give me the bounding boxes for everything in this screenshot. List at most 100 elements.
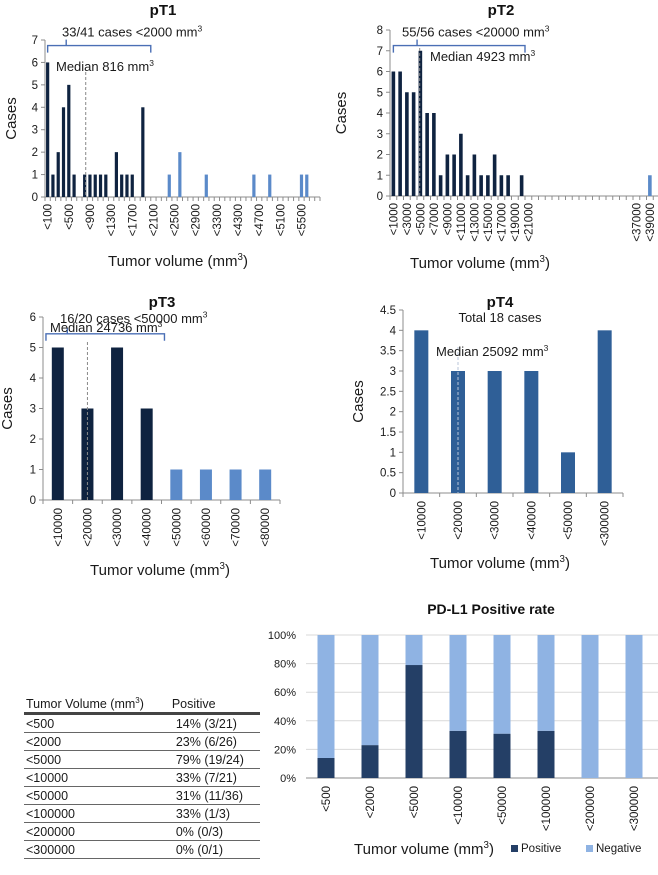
y-tick-label: 20% (274, 744, 296, 756)
table-row: <2000 23% (6/26) (24, 732, 260, 752)
cell-tumor-volume: <200000 (24, 822, 168, 842)
pt3-histogram: pT3 0 1 2 3 4 5 6 Cases <10000 <20000 <30000 <40000 <… (0, 294, 281, 579)
y-tick-label: 1.5 (380, 427, 396, 439)
bar-dark (398, 71, 402, 196)
bar-dark (61, 107, 66, 197)
y-tick-label: 3.5 (380, 346, 396, 358)
y-tick-label: 4 (377, 108, 384, 120)
x-axis-title: Tumor volume (mm3) (410, 254, 550, 272)
cell-tumor-volume: <10000 (24, 768, 168, 788)
bar-dark (83, 174, 87, 197)
bar-negative (581, 635, 599, 778)
bar (229, 469, 242, 500)
x-tick-label: <2500 (170, 204, 182, 236)
chart-title: PD-L1 Positive rate (427, 601, 555, 617)
bar-positive (361, 745, 379, 778)
y-tick-label: 0 (390, 488, 396, 500)
x-tick-label: <15000 (483, 203, 495, 242)
x-tick-label: <4300 (233, 204, 245, 236)
cell-tumor-volume: <500 (24, 713, 168, 734)
chart-title: pT4 (487, 294, 514, 311)
x-tick-label: <1000 (388, 203, 400, 235)
bar-light (167, 174, 171, 197)
bar-dark (141, 107, 145, 197)
bar-dark (486, 175, 490, 196)
bar-dark (67, 84, 71, 197)
legend-label-positive: Positive (521, 843, 561, 855)
table-row: <300000 0% (0/1) (24, 840, 260, 860)
x-tick-label: <7000 (429, 203, 441, 235)
x-tick-label: <3300 (212, 204, 224, 236)
bar (199, 469, 212, 500)
pt4-histogram: pT4 0 0.5 1 1.5 2 2.5 3 3.5 4 4.5 Cases <10000 <20000… (350, 294, 624, 572)
y-tick-label: 1 (390, 447, 396, 459)
y-tick-label: 6 (377, 67, 383, 79)
pdl1-table: Tumor Volume (mm3) Positive <500 14% (3/2… (24, 695, 260, 860)
y-tick-label: 7 (377, 46, 383, 58)
y-tick-label: 1 (32, 170, 38, 182)
x-tick-label: <9000 (442, 203, 454, 235)
bar-negative (537, 635, 555, 731)
y-tick-label: 40% (274, 716, 296, 728)
bar-dark (98, 174, 103, 197)
x-tick-label: <200000 (585, 786, 597, 831)
y-tick-label: 4 (390, 325, 397, 337)
cell-positive: 0% (0/3) (167, 822, 260, 842)
bar (111, 347, 124, 500)
bar-dark (465, 175, 470, 196)
cell-positive: 14% (3/21) (167, 713, 260, 734)
cell-positive: 31% (11/36) (167, 786, 260, 806)
bar-dark (72, 174, 76, 197)
cell-positive: 23% (6/26) (167, 732, 260, 752)
x-tick-label: <3000 (402, 203, 414, 235)
x-tick-label: <80000 (260, 508, 272, 547)
bar-dark (56, 152, 60, 197)
bar-dark (499, 175, 504, 196)
x-tick-label: <5100 (275, 204, 287, 236)
table-row: <10000 33% (7/21) (24, 768, 260, 788)
y-tick-label: 3 (32, 125, 38, 137)
bar-dark (405, 92, 409, 196)
x-tick-label: <50000 (563, 501, 575, 540)
bar (170, 469, 183, 500)
y-tick-label: 0% (280, 773, 296, 785)
x-tick-label: <10000 (53, 508, 65, 547)
chart-title: pT1 (150, 2, 177, 19)
bar-dark (130, 174, 134, 197)
bar-light (252, 174, 256, 197)
bar (414, 330, 429, 493)
bar-negative (405, 635, 423, 666)
y-tick-label: 4.5 (380, 305, 396, 317)
x-tick-label: <39000 (645, 203, 657, 242)
bar-dark (452, 154, 456, 196)
x-tick-label: <4700 (254, 204, 266, 236)
bracket (392, 44, 526, 53)
bar-dark (418, 50, 423, 196)
bar-positive (537, 730, 555, 778)
cell-positive: 0% (0/1) (167, 840, 260, 860)
y-tick-label: 0.5 (380, 468, 396, 480)
x-tick-label: <19000 (510, 203, 522, 242)
bar-dark (432, 113, 436, 196)
y-tick-label: 3 (390, 366, 396, 378)
x-tick-label: <100 (43, 204, 55, 230)
y-tick-label: 3 (377, 129, 383, 141)
table-row: <500 14% (3/21) (24, 713, 260, 734)
y-tick-label: 1 (30, 465, 36, 477)
x-tick-label: <37000 (631, 203, 643, 242)
bar (140, 408, 153, 500)
table-row: <50000 31% (11/36) (24, 786, 260, 806)
bar (524, 371, 539, 493)
y-axis-title: Cases (0, 387, 16, 430)
x-tick-label: <50000 (171, 508, 183, 547)
bar-dark (411, 92, 416, 196)
cell-tumor-volume: <300000 (24, 840, 168, 860)
y-tick-label: 5 (30, 343, 36, 355)
table-row: <100000 33% (1/3) (24, 804, 260, 824)
bar-light (268, 174, 272, 197)
y-tick-label: 0 (377, 191, 383, 203)
x-tick-label: <900 (85, 204, 97, 230)
bracket-annotation: 33/41 cases <2000 mm3 (62, 23, 203, 39)
y-tick-label: 2 (30, 434, 36, 446)
bar-dark (425, 113, 429, 196)
